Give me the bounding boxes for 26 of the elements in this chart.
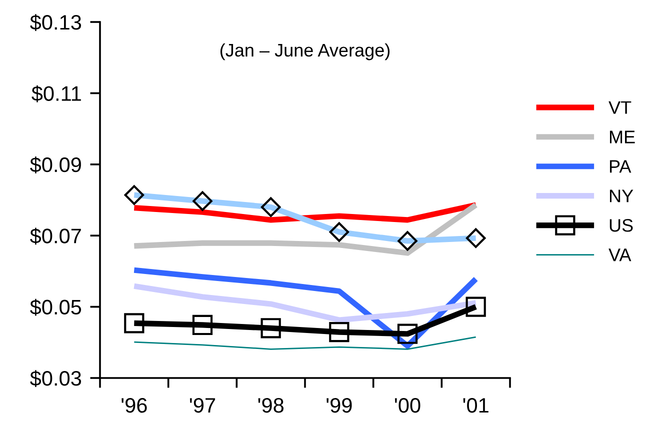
legend-label: NY xyxy=(610,190,634,202)
x-tick-label: '01 xyxy=(463,398,488,413)
point xyxy=(329,322,350,342)
y-tick-label: $0.11 xyxy=(32,85,81,102)
y-tick-label: $0.09 xyxy=(30,156,81,174)
legend-label: VT xyxy=(608,101,632,114)
y-tick-label: $0.07 xyxy=(30,228,81,245)
y-tick-label: $0.05 xyxy=(30,298,82,316)
point xyxy=(260,318,281,338)
x-tick-label: '98 xyxy=(258,398,284,413)
legend-label: PA xyxy=(610,160,632,173)
legend-label: ME xyxy=(610,130,635,144)
point xyxy=(397,324,418,344)
x-tick-label: '96 xyxy=(122,398,147,413)
x-tick-label: '97 xyxy=(190,398,216,413)
y-tick-label: $0.03 xyxy=(30,370,82,387)
y-tick-label: $0.13 xyxy=(30,14,82,31)
line-series xyxy=(133,336,477,350)
x-tick-label: '99 xyxy=(326,398,352,413)
legend-label: US xyxy=(610,219,633,232)
legend-label: VA xyxy=(608,248,632,262)
point xyxy=(192,314,213,336)
point xyxy=(466,296,486,317)
point xyxy=(124,313,144,334)
x-tick-label: '00 xyxy=(394,398,420,413)
text: (Jan – June Average) xyxy=(220,43,390,60)
